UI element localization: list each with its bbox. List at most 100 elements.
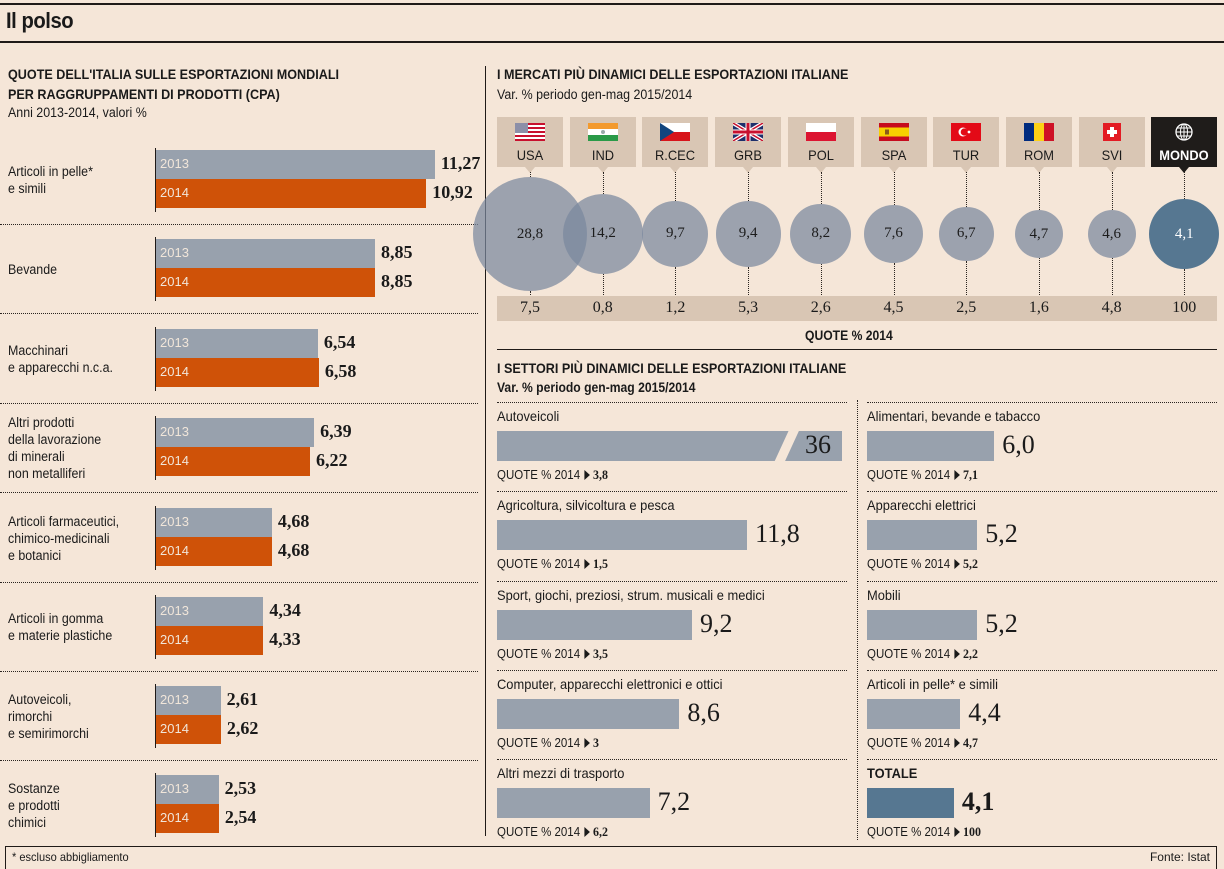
bar-value-label: 6,39	[320, 421, 352, 441]
connector-line	[1184, 172, 1186, 199]
sector-value-label: 8,6	[687, 698, 720, 727]
bar-year-label: 2013	[160, 424, 189, 439]
sector-label: Autoveicoli	[497, 408, 560, 424]
market-code: POL	[807, 147, 834, 163]
bar-year-label: 2013	[160, 603, 189, 618]
bar-year-label: 2014	[160, 543, 189, 558]
market-tab-grb[interactable]: GRB	[715, 117, 782, 173]
sectors-subtitle: Var. % periodo gen-mag 2015/2014	[497, 380, 696, 395]
footer-right-edge	[1216, 846, 1217, 869]
market-tab-spa[interactable]: SPA	[860, 117, 927, 173]
connector-line	[1184, 269, 1186, 295]
quota-prefix: QUOTE % 2014	[867, 647, 951, 661]
sector-separator	[497, 581, 847, 582]
market-tab-svi[interactable]: SVI	[1078, 117, 1145, 173]
quota-prefix: QUOTE % 2014	[497, 468, 581, 482]
market-code: TUR	[952, 147, 980, 163]
sector-quota: QUOTE % 2014 6,2	[497, 824, 608, 840]
market-quota-value: 7,5	[520, 299, 540, 316]
market-tab-ind[interactable]: IND	[569, 117, 636, 173]
category-label-line: Macchinari	[8, 343, 69, 358]
bar-value-label: 2,62	[226, 718, 259, 738]
market-tab-tur[interactable]: TUR	[933, 117, 1000, 173]
bar-axis	[155, 148, 156, 212]
category-label: Altri prodotti della lavorazione di minera…	[8, 414, 101, 482]
sector-label: Alimentari, bevande e tabacco	[867, 408, 1041, 424]
market-bubble: 9,7	[642, 200, 709, 268]
bar-year-label: 2014	[160, 810, 189, 825]
bar-value-label: 4,34	[269, 600, 301, 620]
connector-line	[1038, 172, 1040, 210]
category-label-line: di minerali	[8, 449, 65, 464]
sector-quota: QUOTE % 2014 100	[867, 824, 981, 840]
category-label-line: chimico-medicinali	[8, 530, 110, 546]
bar-2013: 2013	[156, 418, 315, 447]
bar-2014: 2014	[156, 537, 272, 566]
bar-value-label: 4,68	[277, 540, 310, 560]
bar-axis	[155, 506, 156, 570]
flag-switzerland-icon	[1097, 123, 1127, 141]
row-separator	[0, 492, 478, 493]
sector-separator	[497, 402, 847, 403]
category-label-line: della lavorazione	[8, 432, 102, 447]
footer-left-edge	[5, 846, 6, 869]
sector-separator	[497, 759, 847, 760]
bar-axis	[155, 327, 156, 391]
markets-title: I MERCATI PIÙ DINAMICI DELLE ESPORTAZION…	[497, 66, 849, 82]
sector-value-label: 36	[805, 430, 831, 459]
sector-label: Sport, giochi, preziosi, strum. musicali…	[497, 587, 765, 603]
market-bubble: 14,2	[562, 193, 643, 275]
category-label-line: Articoli in gomma	[8, 611, 104, 626]
market-code: GRB	[734, 147, 763, 163]
market-tab-pol[interactable]: POL	[787, 117, 854, 173]
bar-axis	[155, 773, 156, 837]
market-bubble: 7,6	[864, 204, 923, 264]
market-bubble: 8,2	[790, 203, 852, 265]
quota-value: 5,2	[962, 556, 978, 571]
row-separator	[0, 760, 478, 761]
tab-pointer	[525, 167, 535, 173]
bar-2014: 2014	[156, 804, 219, 833]
quota-prefix: QUOTE % 2014	[497, 557, 581, 571]
quota-prefix: QUOTE % 2014	[497, 825, 581, 839]
bar-year-label: 2013	[160, 781, 189, 796]
bar-year-label: 2013	[160, 156, 189, 171]
market-tab-usa[interactable]: USA	[497, 117, 563, 173]
quota-strip	[497, 296, 1217, 321]
market-quota-value: 5,3	[738, 299, 759, 316]
category-label-line: Autoveicoli,	[8, 691, 72, 707]
market-tab-rom[interactable]: ROM	[1005, 117, 1072, 173]
sector-bar	[867, 520, 978, 550]
globe-icon	[1169, 123, 1199, 141]
bubble-value-label: 9,7	[666, 225, 685, 242]
quota-axis-label: QUOTE % 2014	[805, 328, 893, 343]
category-label-line: Bevande	[8, 261, 58, 277]
sector-quota: QUOTE % 2014 4,7	[867, 735, 978, 751]
category-label-line: Articoli in pelle*	[8, 164, 93, 179]
footnote: * escluso abbigliamento	[12, 850, 129, 864]
sector-quota: QUOTE % 2014 3	[497, 735, 599, 751]
sector-separator	[867, 402, 1217, 403]
triangle-right-icon	[954, 827, 961, 837]
bar-year-label: 2013	[160, 245, 189, 260]
bar-2013: 2013	[156, 775, 219, 804]
quota-value: 2,2	[962, 646, 978, 661]
sector-label: Altri mezzi di trasporto	[497, 765, 625, 781]
category-label: Macchinari e apparecchi n.c.a.	[8, 342, 113, 376]
quota-prefix: QUOTE % 2014	[497, 647, 581, 661]
bar-year-label: 2014	[160, 721, 189, 736]
market-tab-mondo[interactable]: MONDO	[1151, 117, 1218, 173]
market-code: R.CEC	[655, 147, 696, 163]
bar-2013: 2013	[156, 597, 264, 626]
bar-value-label: 4,68	[277, 511, 310, 531]
bubble-value-label: 7,6	[884, 225, 903, 242]
quota-value: 3,5	[592, 646, 608, 661]
bar-year-label: 2014	[160, 185, 189, 200]
triangle-right-icon	[584, 649, 591, 659]
bar-year-label: 2013	[160, 335, 189, 350]
category-label-line: Altri prodotti	[8, 415, 75, 430]
bar-2013: 2013	[156, 329, 318, 358]
category-label-line: e prodotti	[8, 797, 60, 813]
market-tab-rcec[interactable]: R.CEC	[642, 117, 709, 173]
row-separator	[0, 671, 478, 672]
